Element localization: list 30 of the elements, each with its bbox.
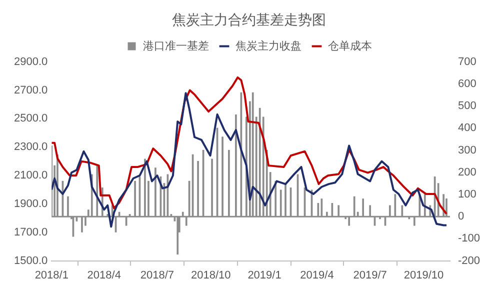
y2-tick-label: 600	[458, 78, 476, 90]
legend-label: 仓单成本	[328, 39, 372, 52]
legend-label: 港口准一基差	[142, 39, 209, 52]
legend-label: 焦炭主力收盘	[235, 39, 302, 52]
x-tick-label: 2018/1	[34, 269, 68, 282]
x-tick-label: 2019/1	[248, 269, 282, 282]
y2-tick-label: 700	[458, 56, 476, 68]
y-tick-label: 1500.0	[14, 254, 48, 267]
x-tick-label: 2019/10	[404, 269, 444, 282]
y-tick-label: 2700.0	[14, 84, 48, 96]
y-tick-label: 2900.0	[14, 56, 48, 68]
x-tick-label: 2019/7	[353, 269, 387, 282]
y2-tick-label: -100	[458, 232, 480, 245]
x-tick-label: 2018/4	[87, 269, 121, 282]
y2-tick-label: 200	[458, 166, 476, 178]
y2-tick-label: -200	[458, 254, 480, 267]
x-tick-label: 2019/4	[300, 269, 334, 282]
y-tick-label: 2100.0	[14, 170, 48, 182]
x-tick-label: 2018/7	[140, 269, 174, 282]
y-tick-label: 1900.0	[14, 198, 48, 210]
x-tick-label: 2018/10	[190, 269, 231, 282]
chart-title: 焦炭主力合约基差走势图	[172, 11, 326, 28]
y2-tick-label: 500	[458, 100, 476, 112]
y2-tick-label: 400	[458, 122, 476, 134]
y-tick-label: 2500.0	[14, 112, 48, 125]
y2-tick-label: 300	[458, 144, 476, 156]
y2-tick-label: 0	[458, 210, 464, 223]
y-tick-label: 1700.0	[14, 226, 48, 238]
y-tick-label: 2300.0	[14, 141, 48, 154]
y2-tick-label: 100	[458, 188, 476, 200]
